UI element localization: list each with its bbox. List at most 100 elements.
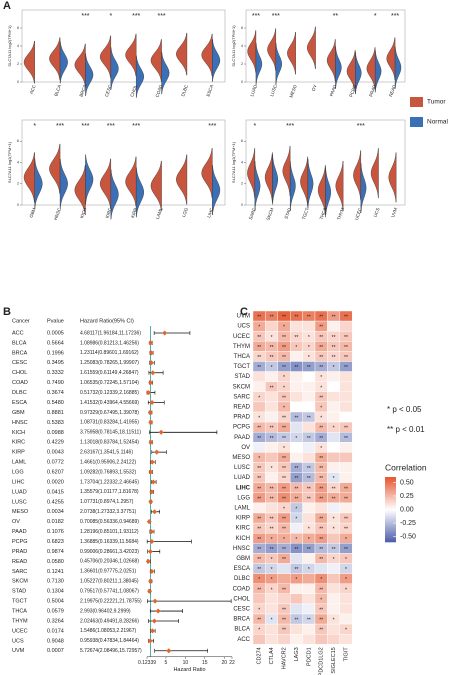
y-tick-label: 2 (241, 62, 243, 66)
row-label: KICH (236, 536, 250, 542)
heatmap-cell (290, 553, 303, 564)
x-tick-label: COAD (154, 83, 163, 98)
cancer-label: LIHC (12, 479, 25, 485)
significance: * (308, 355, 310, 361)
heatmap-cell (302, 623, 316, 635)
heatmap-cell (339, 634, 353, 645)
hazard-ratio-point (149, 459, 155, 465)
hazard-ratio-text: 1.41532(0.43964,4.55669) (80, 400, 139, 406)
heatmap-cell (339, 411, 353, 423)
hazard-ratio-point (148, 419, 154, 425)
y-tick-label: 4 (241, 44, 243, 48)
pvalue: 0.4229 (47, 440, 64, 446)
column-header: Pvalue (47, 318, 64, 324)
violin (23, 152, 35, 203)
cancer-label: UCS (12, 638, 24, 644)
y-tick-label: 2 (17, 182, 19, 186)
hazard-ratio-text: 0.45706(0.20346,1.02668) (80, 559, 139, 565)
colorbar-segment (385, 503, 396, 505)
cancer-label: TGCT (12, 599, 28, 605)
colorbar-segment (385, 516, 396, 518)
significance: ** (294, 335, 298, 341)
pvalue: 0.1304 (47, 589, 64, 595)
significance: ** (344, 335, 348, 341)
pvalue: 0.0034 (47, 509, 64, 515)
significance: ** (332, 355, 336, 361)
heatmap-cell (339, 593, 353, 605)
significance: * (295, 506, 297, 512)
hazard-ratio-text: 1.05227(0.80211,1.38045) (80, 579, 139, 585)
violin (23, 40, 35, 84)
hazard-ratio-text: 1.13018(0.83784,1.52454) (80, 440, 139, 446)
violin (275, 42, 282, 86)
significance: ** (332, 496, 336, 502)
significance: *** (81, 13, 89, 20)
heatmap-cell (314, 563, 328, 574)
significance: ** (319, 607, 323, 613)
violin (300, 156, 309, 207)
pvalue: 0.0988 (47, 430, 64, 436)
y-tick-label: 2 (17, 62, 19, 66)
pvalue: 0.5383 (47, 420, 64, 426)
significance: ** (257, 315, 261, 321)
hazard-ratio-point (145, 558, 151, 564)
heatmap-cell (302, 421, 316, 433)
significance-legend: ** p < 0.01 (387, 425, 425, 434)
violin (255, 42, 263, 86)
heatmap-cell (265, 603, 278, 615)
colorbar-segment (385, 504, 396, 507)
significance: ** (319, 628, 323, 634)
heatmap-cell (302, 603, 316, 615)
heatmap-cell (265, 442, 278, 453)
significance: ** (257, 496, 261, 502)
significance: ** (319, 426, 323, 432)
hazard-ratio-text: 1.06535(0.72245,1.57104) (80, 380, 139, 386)
heatmap-cell (290, 391, 303, 403)
significance: ** (344, 517, 348, 523)
pvalue: 0.0580 (47, 559, 64, 565)
violin (282, 145, 291, 197)
significance: * (320, 446, 322, 452)
significance: ** (257, 355, 261, 361)
heatmap-cell (327, 442, 340, 453)
significance: ** (270, 355, 274, 361)
violin (99, 158, 112, 209)
significance: * (271, 365, 273, 371)
significance: *** (272, 13, 280, 20)
significance: * (295, 345, 297, 351)
x-tick-label: PAAD (329, 83, 338, 97)
colorbar-segment (385, 498, 396, 501)
violin (307, 26, 316, 70)
significance: ** (257, 618, 261, 624)
legend-label: Tumor (427, 99, 446, 106)
violin (272, 154, 279, 205)
violin (135, 55, 145, 98)
heatmap-cell (290, 320, 303, 332)
x-tick-label: LUSC (269, 83, 278, 97)
significance: ** (319, 527, 323, 533)
significance: ** (319, 345, 323, 351)
hazard-ratio-text: 1.23114(0.89601,1.69162) (80, 350, 139, 356)
significance: *** (286, 123, 294, 130)
violin (254, 160, 261, 211)
significance: ** (294, 466, 298, 472)
heatmap-cell (327, 391, 340, 403)
heatmap-cell (290, 381, 303, 393)
hazard-ratio-text: 0.70085(0.56336,0.94689) (80, 519, 139, 525)
significance: ** (257, 547, 261, 553)
significance: * (271, 587, 273, 593)
significance: ** (333, 13, 339, 20)
violin (247, 30, 257, 73)
colorbar-segment (385, 511, 396, 514)
significance: ** (282, 365, 286, 371)
row-label: TGCT (234, 364, 251, 370)
significance: *** (252, 13, 260, 20)
cancer-label: BLCA (12, 340, 27, 346)
heatmap-cell (265, 593, 278, 605)
violin (110, 169, 119, 220)
row-label: READ (233, 405, 250, 411)
significance: * (283, 385, 285, 391)
heatmap-cell (339, 371, 353, 382)
significance: ** (344, 345, 348, 351)
y-tick-label: 6 (17, 139, 19, 143)
